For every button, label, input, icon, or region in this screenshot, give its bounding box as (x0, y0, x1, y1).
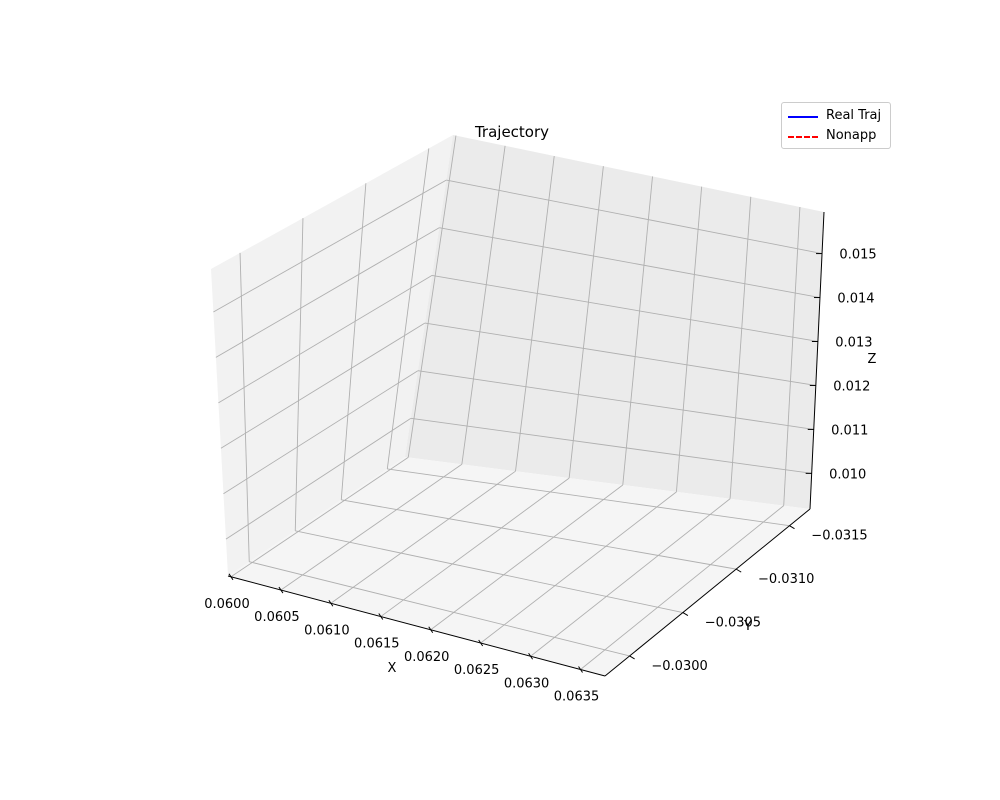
x-axis-label: X (388, 661, 397, 676)
y-grid-line (340, 183, 367, 500)
y-grid-line (386, 148, 430, 469)
x-grid-line (783, 206, 801, 506)
y-axis-line (604, 508, 811, 677)
x-grid-line (580, 505, 784, 670)
z-tick-label: 0.014 (837, 292, 874, 307)
z-grid-line (225, 417, 412, 540)
x-tick-label: 0.0610 (304, 623, 350, 638)
z-grid-line (431, 274, 818, 342)
z-grid-line (218, 275, 433, 404)
x-tick-mark (478, 639, 484, 647)
x-grid-line (530, 498, 731, 657)
x-tick-label: 0.0635 (554, 690, 600, 705)
x-grid-line (230, 457, 409, 578)
x-tick-mark (528, 652, 534, 660)
y-tick-label: −0.0300 (651, 659, 707, 674)
tick-marks: 0.0600 0.0605 0.0610 0.0615 0.0620 0.0625 0.06… (204, 248, 876, 705)
x-tick-label: 0.0615 (354, 637, 400, 652)
x-grid-line (675, 186, 703, 492)
z-grid-line (410, 417, 812, 474)
y-tick-mark (789, 525, 795, 530)
z-grid-line (220, 322, 426, 449)
y-grid-line (341, 499, 737, 570)
back-pane (405, 135, 824, 509)
z-grid-line (215, 227, 440, 358)
z-tick-label: 0.015 (839, 248, 876, 263)
z-tick-label: 0.010 (829, 467, 866, 482)
y-tick-label: −0.0310 (758, 572, 814, 587)
z-tick-label: 0.012 (833, 379, 870, 394)
legend-label-real-traj: Real Traj (826, 108, 882, 123)
y-axis-label: Y (743, 619, 752, 634)
x-tick-label: 0.0620 (404, 650, 450, 665)
z-axis-line (809, 211, 825, 510)
legend-line-nonapp (788, 136, 818, 138)
z-grid-line (223, 370, 419, 495)
x-tick-mark (428, 626, 434, 634)
legend-label-nonapp: Nonapp (826, 128, 877, 143)
x-grid-line (407, 135, 457, 458)
z-axis-label: Z (868, 352, 877, 367)
grid-lines (213, 135, 823, 670)
z-tick-label: 0.013 (835, 335, 872, 350)
y-grid-line (239, 252, 250, 562)
x-tick-mark (278, 586, 284, 594)
y-grid-line (387, 468, 790, 527)
x-grid-line (430, 484, 624, 631)
z-grid-line (417, 370, 814, 430)
x-tick-label: 0.0625 (454, 663, 500, 678)
y-tick-mark (735, 568, 742, 573)
x-tick-label: 0.0630 (504, 676, 550, 691)
x-grid-line (461, 145, 506, 465)
x-grid-line (380, 477, 570, 617)
x-grid-line (729, 196, 752, 499)
axis-lines (227, 211, 825, 677)
z-grid-line (446, 179, 823, 255)
y-tick-mark (629, 655, 635, 660)
y-grid-line (295, 530, 683, 613)
z-grid-line (424, 322, 816, 386)
x-tick-label: 0.0605 (254, 610, 300, 625)
axis-panes (211, 135, 824, 676)
x-axis-line (227, 575, 606, 677)
x-tick-label: 0.0600 (204, 597, 250, 612)
chart-title: Trajectory (474, 123, 549, 141)
x-grid-line (568, 166, 604, 479)
x-grid-line (622, 176, 653, 486)
z-grid-line (439, 227, 821, 298)
y-grid-line (294, 218, 304, 531)
x-tick-mark (328, 600, 334, 607)
y-tick-label: −0.0315 (811, 529, 867, 544)
y-grid-line (249, 561, 630, 657)
legend-line-real-traj (788, 116, 818, 118)
x-grid-line (280, 463, 463, 591)
x-grid-line (515, 155, 555, 472)
legend-item-real-traj: Real Traj (782, 106, 892, 126)
y-tick-mark (682, 612, 689, 616)
x-tick-mark (378, 613, 384, 620)
x-tick-mark (578, 666, 583, 673)
x-grid-line (480, 491, 677, 644)
legend: Real Traj Nonapp (781, 102, 891, 149)
x-tick-mark (228, 573, 234, 581)
floor-pane (228, 457, 810, 676)
z-tick-label: 0.011 (831, 423, 868, 438)
y-tick-label: −0.0305 (705, 616, 761, 631)
z-grid-line (213, 179, 447, 313)
legend-item-nonapp: Nonapp (782, 126, 892, 146)
left-pane (211, 135, 453, 576)
x-grid-line (330, 470, 516, 604)
